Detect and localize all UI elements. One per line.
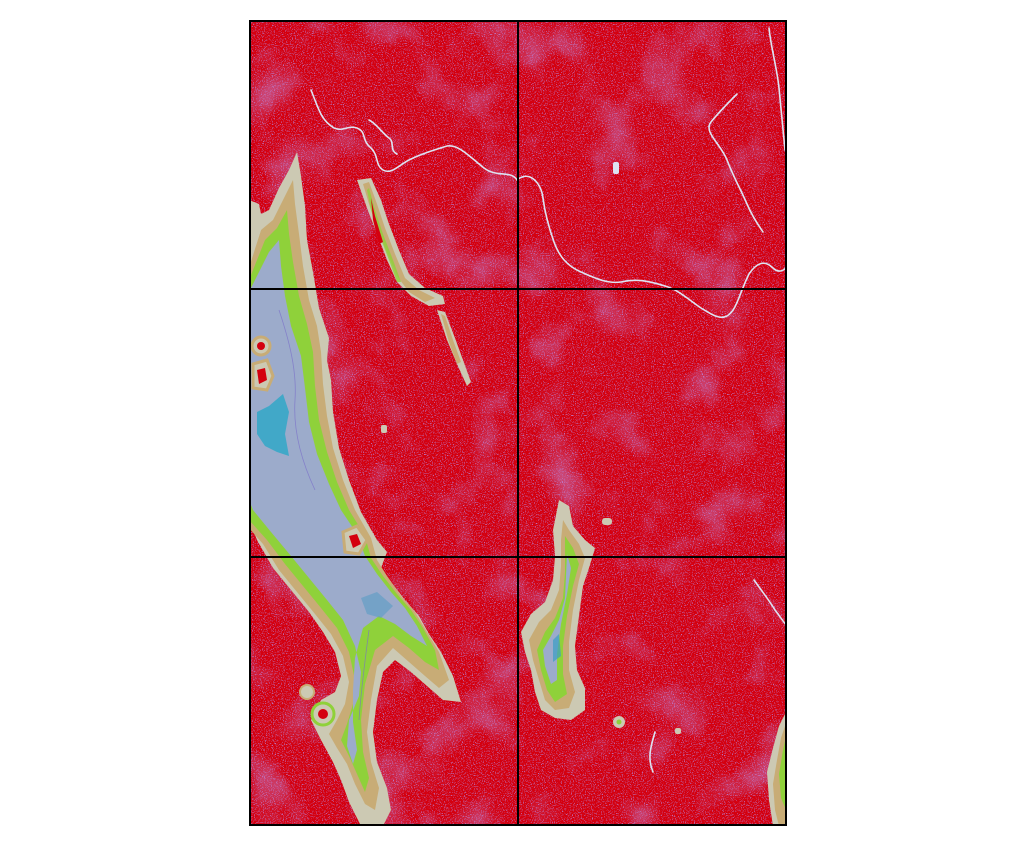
river-southeast <box>753 579 787 627</box>
lake-west-water <box>249 240 427 764</box>
river-south-creek <box>649 731 656 773</box>
river-northeast <box>768 27 786 151</box>
channel-north-tail-band <box>441 314 461 364</box>
lake-west-deep-water-south <box>361 592 393 618</box>
lake-east[interactable] <box>521 500 595 720</box>
map-canvas[interactable] <box>249 20 787 826</box>
lake-west-deep-water <box>257 394 289 456</box>
map-frame <box>249 20 787 826</box>
river-north-branch <box>368 119 398 155</box>
lake-east-water <box>543 554 571 684</box>
river-east-upper <box>708 93 764 233</box>
tile-grid <box>249 20 787 826</box>
pond-north-east[interactable] <box>613 162 619 174</box>
pond-center[interactable] <box>381 425 387 433</box>
river-east <box>516 175 787 319</box>
pond-east-2-core <box>616 719 622 725</box>
lake-west-island-1-core <box>257 342 265 350</box>
lake-west-island-5 <box>299 684 315 700</box>
lake-west-island-3-core <box>349 534 361 548</box>
lake-west[interactable] <box>249 152 461 826</box>
channel-north[interactable] <box>357 178 471 386</box>
channel-north-inner <box>371 198 383 244</box>
river-north-main <box>310 89 518 181</box>
lake-west-island-4-core <box>318 709 328 719</box>
lake-northwest-edge[interactable] <box>249 200 263 246</box>
channel-north-core <box>367 188 401 282</box>
lake-west-contour-2 <box>358 629 370 721</box>
lake-west-contour-1 <box>278 309 316 491</box>
pond-east-1[interactable] <box>602 518 612 525</box>
lake-west-island-2-core <box>257 368 267 384</box>
rivers-layer <box>310 27 787 773</box>
lake-east-deep <box>553 634 561 662</box>
pond-east-3[interactable] <box>675 728 681 734</box>
